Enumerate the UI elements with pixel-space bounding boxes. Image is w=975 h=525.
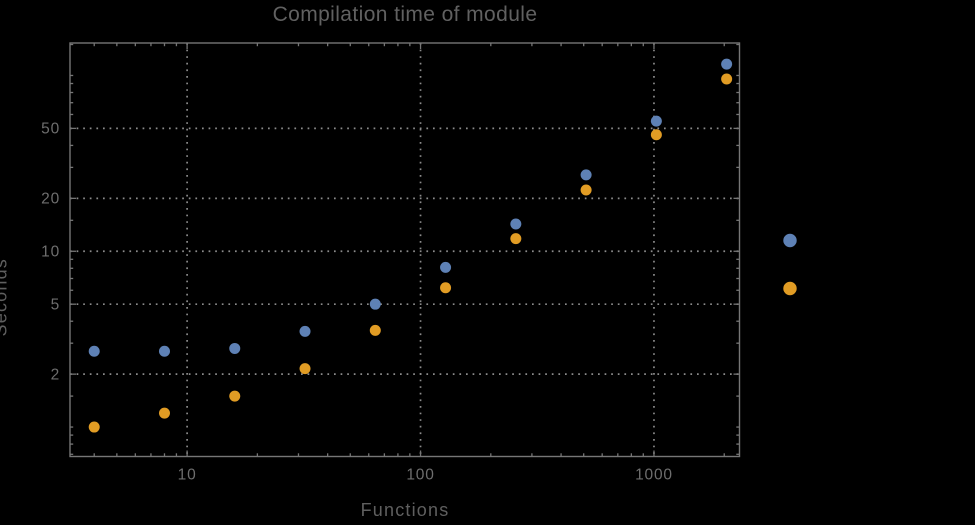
x-tick-label-1000: 1000 <box>635 467 673 484</box>
chart-title: Compilation time of module <box>272 3 538 26</box>
data-point-series-1-x4 <box>88 345 100 357</box>
data-point-series-2-x4 <box>88 421 100 433</box>
data-point-series-2-x64 <box>369 324 381 336</box>
data-point-series-2-x16 <box>229 390 241 402</box>
y-tick-label-50: 50 <box>41 121 60 138</box>
legend-marker-series-1 <box>783 233 797 248</box>
y-tick-label-10: 10 <box>41 244 60 261</box>
data-point-series-1-x512 <box>580 169 592 181</box>
y-tick-label-20: 20 <box>41 191 60 208</box>
data-point-series-1-x2048 <box>721 58 733 70</box>
data-point-series-1-x256 <box>510 218 522 230</box>
data-point-series-1-x1024 <box>650 115 662 127</box>
x-tick-label-100: 100 <box>406 467 434 484</box>
x-axis-label: Functions <box>360 500 450 520</box>
data-point-series-1-x64 <box>369 298 381 310</box>
y-axis-label-text: Seconds <box>0 257 10 337</box>
y-tick-label-5: 5 <box>51 296 60 313</box>
data-point-series-2-x32 <box>299 363 311 375</box>
data-point-series-2-x512 <box>580 184 592 196</box>
data-point-series-1-x8 <box>158 345 170 357</box>
data-point-series-2-x2048 <box>721 73 733 85</box>
data-point-series-2-x1024 <box>650 129 662 141</box>
y-tick-label-2: 2 <box>51 366 60 383</box>
data-point-series-1-x32 <box>299 325 311 337</box>
data-point-series-2-x256 <box>510 233 522 245</box>
data-point-series-2-x8 <box>158 407 170 419</box>
data-point-series-2-x128 <box>440 282 452 294</box>
data-point-series-1-x16 <box>229 342 241 354</box>
legend-marker-series-2 <box>783 281 797 296</box>
x-tick-label-10: 10 <box>178 467 197 484</box>
plot-frame <box>69 42 741 458</box>
data-point-series-1-x128 <box>440 261 452 273</box>
